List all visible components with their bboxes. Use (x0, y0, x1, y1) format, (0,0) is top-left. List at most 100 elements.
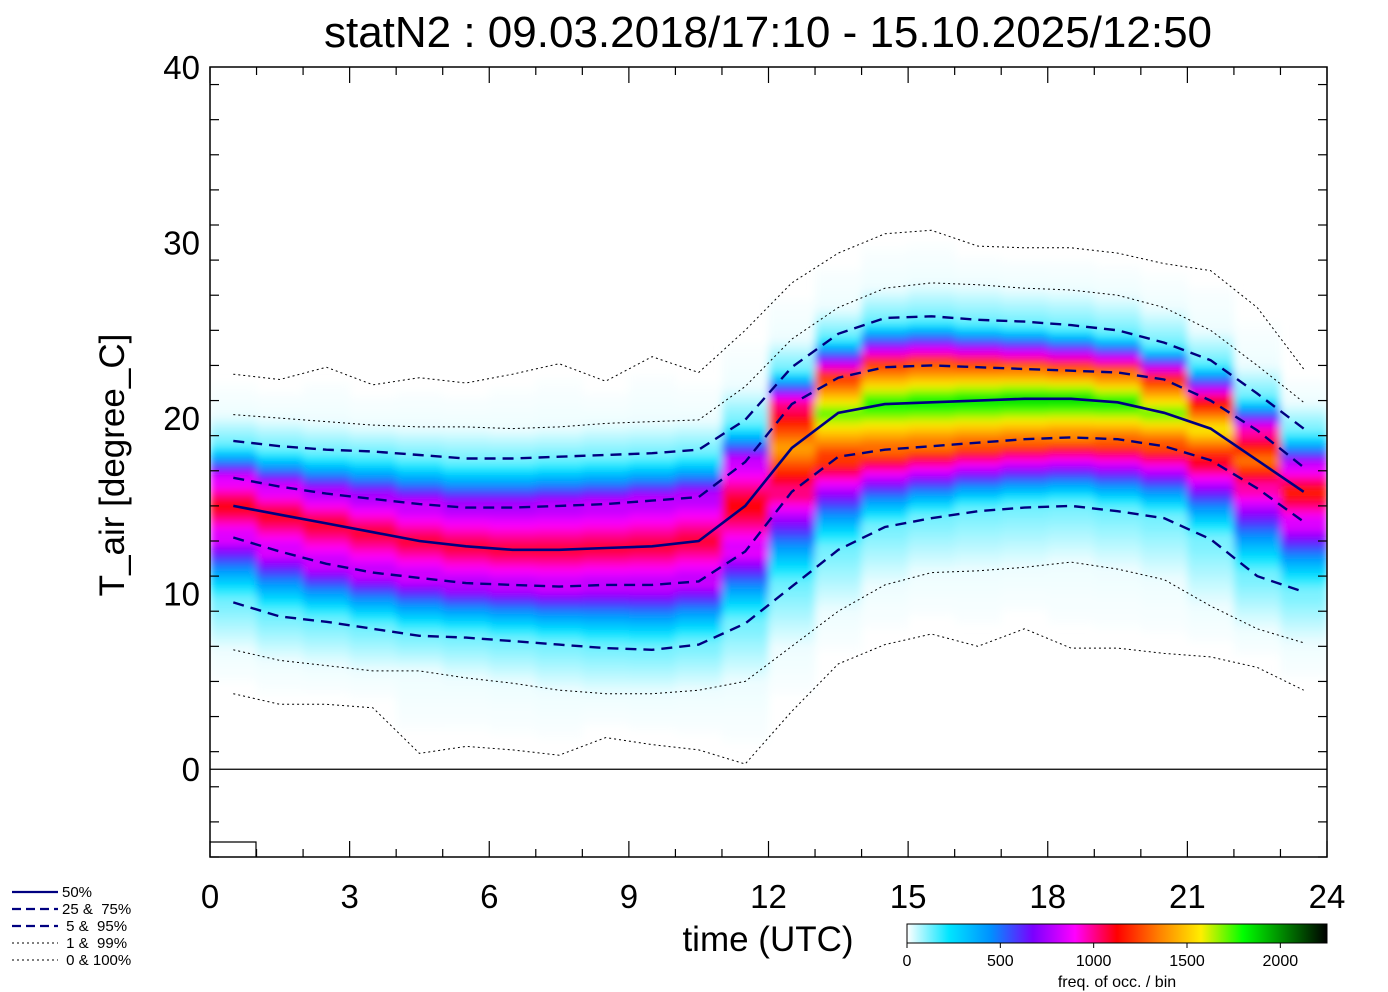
heatmap-cell (1187, 488, 1235, 494)
heatmap-cell (861, 510, 909, 516)
heatmap-cell (256, 611, 304, 617)
heatmap-cell (349, 628, 397, 634)
heatmap-cell (303, 440, 351, 446)
heatmap-cell (349, 562, 397, 568)
heatmap-cell (349, 466, 397, 472)
heatmap-cell (1187, 361, 1235, 367)
heatmap-cell (861, 268, 909, 274)
heatmap-cell (1187, 400, 1235, 406)
heatmap-cell (1140, 492, 1188, 498)
heatmap-cell (675, 523, 723, 529)
heatmap-cell (628, 725, 676, 731)
heatmap-cell (1094, 562, 1142, 568)
heatmap-cell (861, 317, 909, 323)
heatmap-cell (722, 668, 770, 674)
heatmap-cell (815, 308, 863, 314)
heatmap-cell (1047, 580, 1095, 586)
heatmap-cell (954, 576, 1002, 582)
heatmap-cell (768, 387, 816, 393)
heatmap-cell (349, 501, 397, 507)
heatmap-cell (535, 431, 583, 437)
percentile-line-5pct (232, 504, 1305, 652)
heatmap-cell (349, 488, 397, 494)
colorbar-strip (906, 923, 1328, 944)
heatmap-cell (722, 453, 770, 459)
heatmap-cell (1187, 545, 1235, 551)
heatmap-cell (628, 391, 676, 397)
heatmap-cell (675, 720, 723, 726)
heatmap-cell (303, 457, 351, 463)
heatmap-cell (396, 514, 444, 520)
heatmap-cell (1094, 347, 1142, 353)
heatmap-cell (1094, 268, 1142, 274)
heatmap-cell (768, 663, 816, 669)
heatmap-cell (1047, 466, 1095, 472)
heatmap-cell (1047, 501, 1095, 507)
heatmap-cell (349, 681, 397, 687)
heatmap-cell (1001, 466, 1049, 472)
heatmap-cell (489, 554, 537, 560)
heatmap-cell (1094, 383, 1142, 388)
heatmap-cell (815, 483, 863, 489)
heatmap-cell (815, 620, 863, 625)
heatmap-cell (1233, 431, 1281, 437)
heatmap-cell (722, 541, 770, 546)
heatmap-cell (303, 685, 351, 691)
heatmap-cell (1094, 606, 1142, 612)
heatmap-cell (582, 650, 630, 656)
heatmap-cell (489, 527, 537, 533)
heatmap-cell (210, 633, 258, 639)
x-tick-label: 24 (1309, 878, 1346, 915)
heatmap-cell (442, 519, 490, 525)
heatmap-cell (1047, 483, 1095, 489)
heatmap-cell (954, 536, 1002, 542)
heatmap-cell (1140, 369, 1188, 375)
heatmap-cell (256, 606, 304, 612)
heatmap-cell (1140, 470, 1188, 476)
heatmap-cell (303, 584, 351, 590)
heatmap-cell (861, 277, 909, 283)
heatmap-cell (861, 330, 909, 336)
heatmap-cell (1233, 361, 1281, 367)
heatmap-cell (303, 580, 351, 586)
heatmap-cell (908, 611, 956, 617)
heatmap-cell (582, 409, 630, 415)
heatmap-cell (1140, 510, 1188, 516)
heatmap-cell (628, 624, 676, 630)
heatmap-cell (396, 598, 444, 604)
heatmap-cell (628, 501, 676, 507)
heatmap-cell (303, 532, 351, 538)
heatmap-cell (349, 510, 397, 516)
heatmap-cell (1140, 352, 1188, 358)
heatmap-cell (396, 448, 444, 454)
heatmap-cell (1140, 378, 1188, 384)
heatmap-cell (861, 598, 909, 604)
heatmap-cell (861, 589, 909, 595)
heatmap-cell (535, 475, 583, 481)
heatmap-cell (675, 655, 723, 661)
heatmap-cell (582, 712, 630, 718)
heatmap-cell (582, 497, 630, 503)
heatmap-cell (722, 532, 770, 538)
heatmap-cell (1001, 378, 1049, 384)
heatmap-cell (954, 606, 1002, 612)
heatmap-cell (442, 558, 490, 564)
heatmap-cell (954, 347, 1002, 353)
heatmap-cell (535, 589, 583, 595)
heatmap-cell (908, 536, 956, 542)
heatmap-cell (1140, 317, 1188, 323)
heatmap-cell (1001, 268, 1049, 274)
heatmap-cell (256, 453, 304, 459)
heatmap-cell (861, 624, 909, 630)
heatmap-cell (815, 641, 863, 647)
heatmap-cell (861, 295, 909, 301)
heatmap-cell (861, 347, 909, 353)
heatmap-cell (908, 325, 956, 331)
heatmap-cell (768, 409, 816, 415)
heatmap-cell (582, 668, 630, 674)
heatmap-cell (722, 497, 770, 503)
heatmap-cell (1094, 497, 1142, 503)
heatmap-cell (861, 374, 909, 380)
chart-title: statN2 : 09.03.2018/17:10 - 15.10.2025/1… (324, 8, 1212, 57)
heatmap-cell (1094, 514, 1142, 520)
